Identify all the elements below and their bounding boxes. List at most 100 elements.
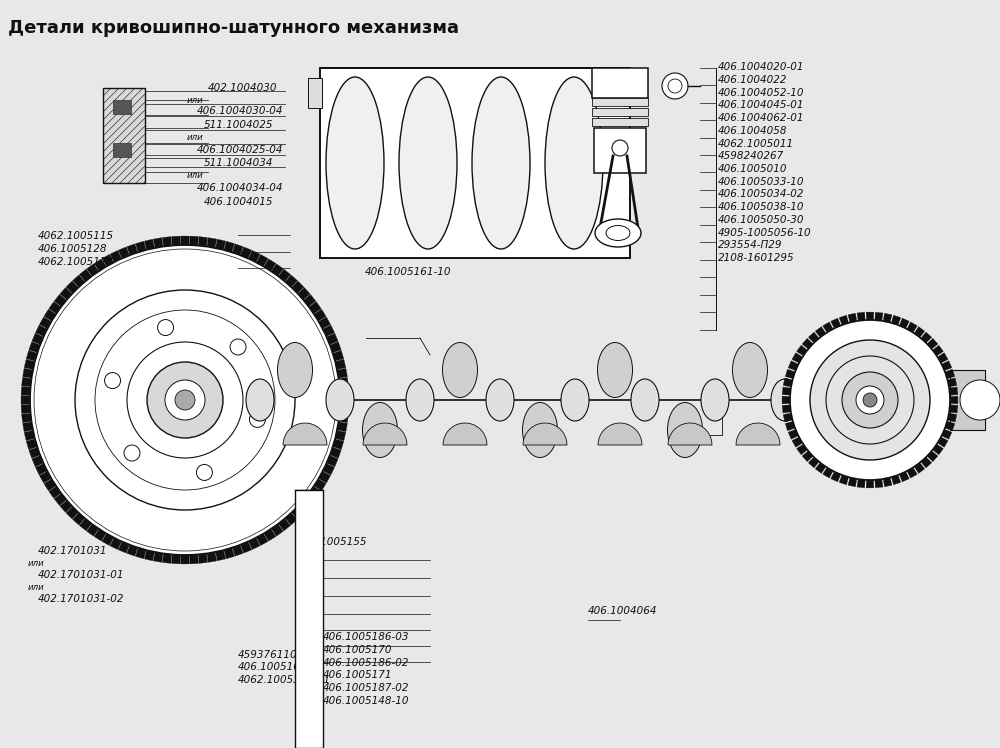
Polygon shape — [443, 423, 487, 445]
Polygon shape — [292, 506, 304, 519]
Polygon shape — [198, 554, 208, 563]
Polygon shape — [785, 421, 795, 431]
Polygon shape — [54, 295, 66, 307]
Text: 4593761106: 4593761106 — [238, 649, 304, 660]
Polygon shape — [927, 338, 938, 349]
Polygon shape — [788, 429, 798, 439]
Polygon shape — [523, 423, 567, 445]
Polygon shape — [26, 351, 37, 361]
Bar — [592, 108, 648, 116]
Polygon shape — [79, 269, 92, 281]
Polygon shape — [292, 281, 304, 293]
Polygon shape — [319, 317, 331, 328]
Polygon shape — [216, 239, 226, 250]
Polygon shape — [808, 332, 819, 343]
Circle shape — [249, 411, 265, 427]
Text: 406.1004020-01: 406.1004020-01 — [718, 62, 804, 73]
Text: Детали кривошипно-шатунного механизма: Детали кривошипно-шатунного механизма — [8, 19, 459, 37]
Polygon shape — [271, 524, 283, 536]
Polygon shape — [792, 437, 803, 447]
Circle shape — [165, 380, 205, 420]
Circle shape — [158, 319, 174, 336]
Polygon shape — [39, 317, 51, 328]
Polygon shape — [23, 368, 33, 378]
Ellipse shape — [701, 379, 729, 421]
Text: или: или — [28, 583, 45, 592]
Polygon shape — [802, 338, 813, 349]
Polygon shape — [73, 513, 85, 525]
Polygon shape — [232, 244, 243, 255]
Polygon shape — [921, 332, 932, 343]
Polygon shape — [335, 359, 346, 370]
Text: 406.1004052-10: 406.1004052-10 — [718, 88, 804, 98]
Polygon shape — [144, 551, 154, 561]
Text: 4905-1005056-10: 4905-1005056-10 — [718, 227, 812, 238]
Polygon shape — [190, 236, 198, 245]
Polygon shape — [831, 318, 841, 328]
Polygon shape — [49, 486, 61, 498]
Text: 2108-1601295: 2108-1601295 — [718, 253, 795, 263]
Polygon shape — [207, 552, 217, 562]
Circle shape — [856, 386, 884, 414]
Polygon shape — [785, 370, 795, 378]
Polygon shape — [327, 456, 338, 467]
Polygon shape — [102, 533, 114, 545]
Ellipse shape — [561, 379, 589, 421]
Polygon shape — [933, 444, 943, 455]
Polygon shape — [823, 322, 833, 333]
Polygon shape — [94, 529, 106, 541]
Polygon shape — [668, 423, 712, 445]
Polygon shape — [153, 238, 163, 248]
Polygon shape — [298, 500, 310, 512]
Polygon shape — [782, 387, 791, 395]
Polygon shape — [340, 396, 349, 404]
Polygon shape — [32, 334, 43, 344]
Polygon shape — [782, 405, 791, 413]
Text: 406.1005010: 406.1005010 — [718, 164, 788, 174]
Polygon shape — [337, 422, 347, 432]
Circle shape — [960, 380, 1000, 420]
Polygon shape — [73, 275, 85, 287]
Bar — [592, 68, 648, 98]
Polygon shape — [947, 378, 957, 387]
Polygon shape — [298, 287, 310, 300]
Polygon shape — [309, 486, 321, 498]
Polygon shape — [271, 264, 283, 276]
Text: или: или — [28, 559, 45, 568]
Polygon shape — [330, 342, 341, 352]
Polygon shape — [241, 542, 252, 553]
Polygon shape — [797, 346, 807, 356]
Ellipse shape — [486, 379, 514, 421]
Polygon shape — [921, 457, 932, 468]
Polygon shape — [198, 236, 208, 247]
Text: 406.1005050-30: 406.1005050-30 — [718, 215, 804, 225]
Text: 406.1005171: 406.1005171 — [323, 670, 392, 681]
Polygon shape — [285, 513, 297, 525]
Polygon shape — [866, 312, 874, 320]
Polygon shape — [60, 287, 72, 300]
Polygon shape — [848, 313, 857, 322]
Polygon shape — [792, 353, 803, 363]
Circle shape — [790, 320, 950, 480]
Circle shape — [196, 465, 212, 480]
Polygon shape — [945, 421, 955, 431]
Polygon shape — [839, 475, 849, 485]
Text: 406.1005186-02: 406.1005186-02 — [323, 657, 410, 668]
Polygon shape — [598, 423, 642, 445]
Text: 402.1701031-01: 402.1701031-01 — [38, 570, 124, 580]
Text: или: или — [187, 96, 204, 105]
Ellipse shape — [598, 343, 633, 397]
Text: 293554-П29: 293554-П29 — [718, 240, 782, 251]
Polygon shape — [29, 342, 40, 352]
Polygon shape — [327, 334, 338, 344]
Text: 406.1005034-02: 406.1005034-02 — [718, 189, 804, 200]
Polygon shape — [788, 361, 798, 371]
Ellipse shape — [595, 219, 641, 247]
Text: 4062.1005115: 4062.1005115 — [38, 230, 114, 241]
Polygon shape — [937, 437, 948, 447]
Polygon shape — [797, 444, 807, 455]
Text: 406.1005170: 406.1005170 — [323, 645, 392, 655]
Polygon shape — [323, 325, 335, 337]
Polygon shape — [314, 309, 326, 321]
Polygon shape — [241, 247, 252, 258]
